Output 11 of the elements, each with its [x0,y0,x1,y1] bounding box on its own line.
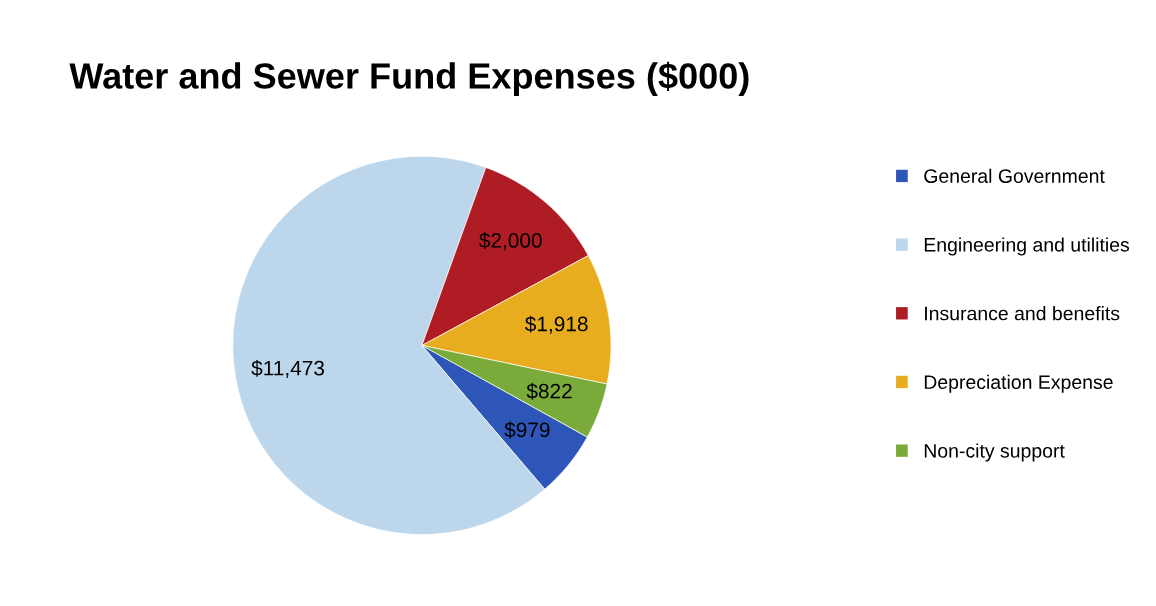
data-label: $1,918 [525,315,588,334]
legend-label: Non-city support [924,443,1065,462]
chart-title: Water and Sewer Fund Expenses ($000) [69,61,749,96]
legend-label: General Government [924,168,1105,183]
legend-label: Engineering and utilities [924,237,1130,256]
data-label: $979 [504,421,550,439]
legend-label: Depreciation Expense [924,374,1113,393]
data-label: $2,000 [479,232,542,251]
data-label: $822 [526,382,572,400]
data-label: $11,473 [251,359,325,378]
legend-label: Insurance and benefits [925,306,1120,321]
